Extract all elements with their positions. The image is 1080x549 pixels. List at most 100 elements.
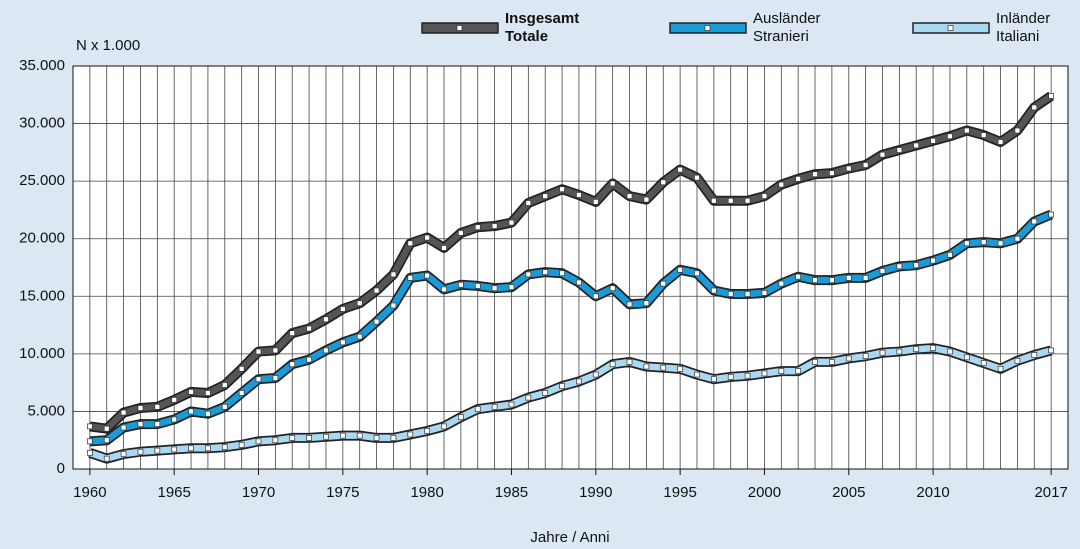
y-tick-label: 30.000	[19, 115, 65, 132]
point-marker	[727, 197, 734, 204]
point-marker	[592, 199, 599, 205]
point-marker	[306, 325, 312, 332]
point-marker	[845, 355, 852, 362]
point-marker	[812, 359, 818, 365]
point-marker	[137, 448, 144, 455]
point-marker	[609, 285, 616, 292]
point-marker	[390, 302, 397, 309]
y-tick-label: 20.000	[19, 230, 65, 247]
point-marker	[896, 263, 903, 270]
point-marker	[761, 193, 768, 199]
point-marker	[339, 432, 346, 439]
point-marker	[171, 446, 178, 453]
x-tick-label: 1975	[326, 484, 359, 501]
point-marker	[778, 181, 785, 188]
point-marker	[997, 240, 1004, 247]
point-marker	[997, 365, 1004, 372]
point-marker	[1014, 357, 1021, 364]
point-marker	[238, 441, 245, 448]
point-marker	[694, 174, 700, 181]
point-marker	[441, 245, 447, 251]
legend-marker	[456, 25, 463, 31]
point-marker	[1048, 211, 1054, 218]
point-marker	[390, 271, 397, 278]
point-marker	[356, 333, 363, 340]
x-tick-label: 2000	[748, 484, 781, 501]
line	[89, 211, 1053, 445]
point-marker	[829, 170, 835, 176]
point-marker	[862, 353, 869, 360]
point-marker	[1014, 235, 1021, 242]
point-marker	[795, 368, 802, 374]
point-marker	[845, 165, 852, 172]
point-marker	[862, 162, 869, 168]
point-marker	[171, 416, 178, 423]
point-marker	[1031, 104, 1038, 111]
point-marker	[120, 451, 127, 457]
point-marker	[913, 346, 920, 353]
point-marker	[87, 450, 93, 456]
point-marker	[323, 316, 329, 323]
point-marker	[339, 339, 346, 346]
point-marker	[812, 277, 818, 284]
point-marker	[255, 348, 262, 355]
x-axis-label: Jahre / Anni	[530, 529, 609, 546]
point-marker	[812, 171, 818, 178]
point-marker	[407, 275, 414, 281]
point-marker	[255, 376, 262, 383]
point-marker	[238, 365, 245, 372]
point-marker	[626, 359, 633, 365]
point-marker	[879, 349, 886, 356]
point-marker	[458, 414, 464, 421]
x-tick-label: 1970	[242, 484, 275, 501]
point-marker	[188, 445, 194, 452]
point-marker	[356, 300, 363, 307]
x-tick-label: 2005	[832, 484, 865, 501]
point-marker	[710, 197, 717, 204]
point-marker	[643, 196, 650, 203]
point-marker	[879, 151, 886, 158]
point-marker	[441, 423, 447, 430]
point-marker	[508, 284, 515, 290]
point-marker	[829, 359, 835, 365]
plot-border	[72, 65, 1069, 470]
point-marker	[188, 389, 194, 395]
point-marker	[761, 289, 768, 296]
point-marker	[727, 374, 734, 380]
point-marker	[441, 286, 447, 293]
point-marker	[592, 371, 599, 378]
point-marker	[390, 435, 397, 441]
point-marker	[542, 269, 549, 275]
point-marker	[576, 279, 582, 286]
point-marker	[829, 277, 835, 284]
point-marker	[963, 127, 970, 134]
point-marker	[727, 291, 734, 297]
x-tick-label: 1965	[157, 484, 190, 501]
y-tick-label: 15.000	[19, 287, 65, 304]
point-marker	[373, 318, 380, 325]
point-marker	[744, 291, 751, 297]
point-marker	[255, 438, 262, 445]
point-marker	[525, 271, 532, 278]
point-marker	[154, 403, 161, 410]
point-marker	[930, 345, 936, 351]
point-marker	[559, 270, 565, 277]
point-marker	[508, 401, 515, 408]
point-marker	[592, 293, 599, 300]
point-marker	[474, 406, 481, 412]
y-tick-label: 0	[57, 460, 65, 477]
point-marker	[576, 378, 582, 385]
point-marker	[896, 147, 903, 153]
point-marker	[879, 268, 886, 274]
point-marker	[238, 390, 245, 396]
point-marker	[778, 280, 785, 287]
point-marker	[272, 347, 279, 354]
point-marker	[458, 281, 464, 288]
point-marker	[87, 423, 93, 430]
point-marker	[1048, 347, 1054, 354]
point-marker	[120, 409, 127, 416]
point-marker	[289, 435, 296, 441]
point-marker	[205, 390, 211, 396]
point-marker	[997, 139, 1004, 145]
